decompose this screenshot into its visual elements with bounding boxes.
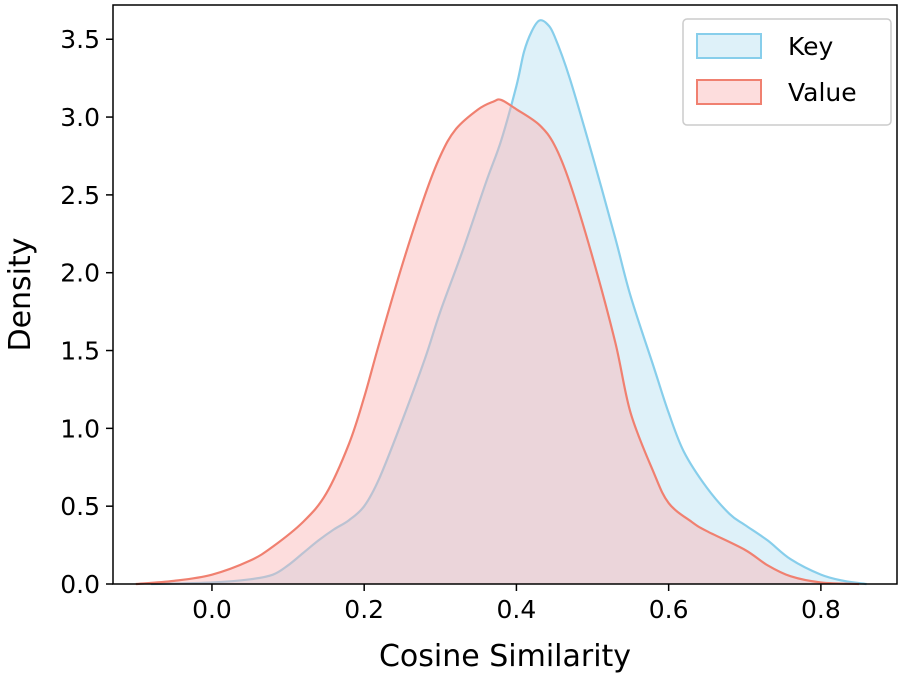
series-layer bbox=[135, 19, 867, 586]
y-axis: 0.0 0.5 1.0 1.5 2.0 2.5 3.0 3.5 bbox=[60, 25, 113, 599]
y-tick-label: 3.5 bbox=[60, 25, 100, 54]
plot-frame bbox=[112, 4, 898, 585]
y-tick-label: 0.5 bbox=[60, 492, 100, 521]
y-axis-label: Density bbox=[3, 237, 38, 351]
x-tick-label: 0.4 bbox=[497, 595, 537, 624]
x-tick-label: 0.8 bbox=[801, 595, 841, 624]
x-tick-label: 0.6 bbox=[649, 595, 689, 624]
y-tick-label: 2.5 bbox=[60, 181, 100, 210]
value-density-line bbox=[135, 98, 859, 586]
legend-label-value: Value bbox=[788, 78, 857, 107]
y-tick-label: 0.0 bbox=[60, 570, 100, 599]
y-tick-label: 1.0 bbox=[60, 414, 100, 443]
legend: Key Value bbox=[682, 18, 892, 126]
key-density-line bbox=[151, 19, 867, 586]
y-tick-label: 1.5 bbox=[60, 337, 100, 366]
legend-box bbox=[682, 18, 892, 126]
legend-label-key: Key bbox=[788, 32, 834, 61]
x-tick-label: 0.0 bbox=[192, 595, 232, 624]
legend-swatch-key bbox=[696, 33, 762, 59]
key-density-area bbox=[151, 20, 867, 584]
x-tick-label: 0.2 bbox=[344, 595, 384, 624]
y-tick-label: 3.0 bbox=[60, 103, 100, 132]
x-axis-label: Cosine Similarity bbox=[379, 639, 631, 674]
y-tick-label: 2.0 bbox=[60, 259, 100, 288]
value-density-area bbox=[135, 99, 859, 585]
x-axis: 0.0 0.2 0.4 0.6 0.8 bbox=[192, 584, 841, 624]
legend-swatch-value bbox=[696, 79, 762, 105]
